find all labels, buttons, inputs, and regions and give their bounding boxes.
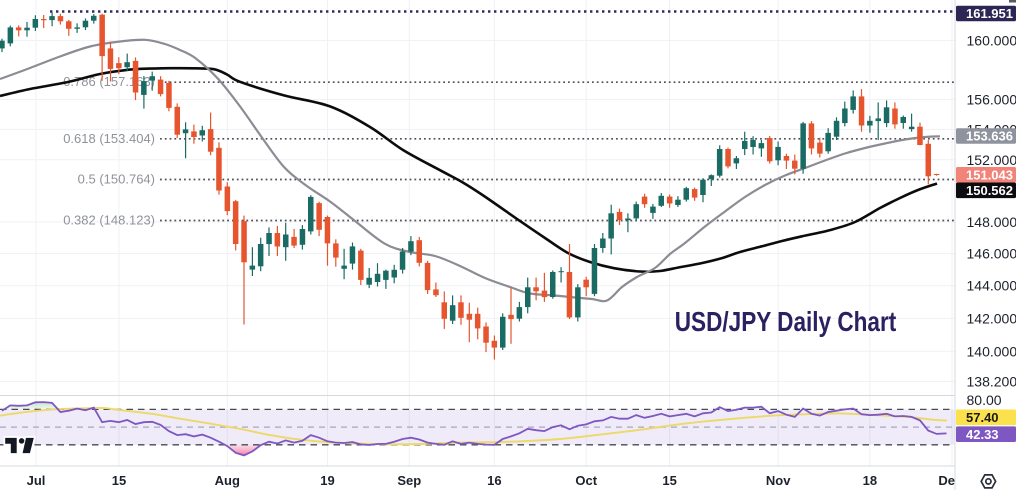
svg-text:148.000: 148.000 bbox=[967, 214, 1016, 230]
svg-text:153.636: 153.636 bbox=[966, 129, 1013, 144]
svg-text:18: 18 bbox=[863, 473, 877, 488]
svg-text:0.5 (150.764): 0.5 (150.764) bbox=[78, 172, 155, 187]
svg-text:144.000: 144.000 bbox=[967, 278, 1016, 294]
svg-text:138.200: 138.200 bbox=[967, 373, 1016, 389]
svg-text:151.043: 151.043 bbox=[966, 168, 1013, 183]
svg-text:USD/JPY Daily Chart: USD/JPY Daily Chart bbox=[675, 306, 897, 337]
svg-text:Sep: Sep bbox=[397, 473, 421, 488]
svg-text:161.951: 161.951 bbox=[966, 6, 1013, 21]
svg-text:Nov: Nov bbox=[766, 473, 791, 488]
svg-text:57.40: 57.40 bbox=[966, 410, 999, 425]
svg-text:De: De bbox=[938, 473, 955, 488]
svg-text:140.000: 140.000 bbox=[967, 343, 1016, 359]
svg-text:146.000: 146.000 bbox=[967, 246, 1016, 262]
svg-text:150.562: 150.562 bbox=[966, 183, 1013, 198]
svg-text:42.33: 42.33 bbox=[966, 427, 999, 442]
svg-text:0.618 (153.404): 0.618 (153.404) bbox=[63, 131, 155, 146]
svg-text:15: 15 bbox=[662, 473, 676, 488]
svg-text:Jul: Jul bbox=[27, 473, 46, 488]
svg-text:0.382 (148.123): 0.382 (148.123) bbox=[63, 213, 155, 228]
svg-text:Aug: Aug bbox=[215, 473, 240, 488]
svg-text:160.000: 160.000 bbox=[967, 32, 1016, 48]
svg-text:80.00: 80.00 bbox=[967, 392, 1002, 408]
svg-text:152.000: 152.000 bbox=[967, 152, 1016, 168]
svg-text:142.000: 142.000 bbox=[967, 310, 1016, 326]
svg-text:19: 19 bbox=[320, 473, 334, 488]
svg-text:15: 15 bbox=[112, 473, 126, 488]
svg-text:156.000: 156.000 bbox=[967, 91, 1016, 107]
svg-text:Oct: Oct bbox=[575, 473, 597, 488]
svg-text:16: 16 bbox=[487, 473, 501, 488]
